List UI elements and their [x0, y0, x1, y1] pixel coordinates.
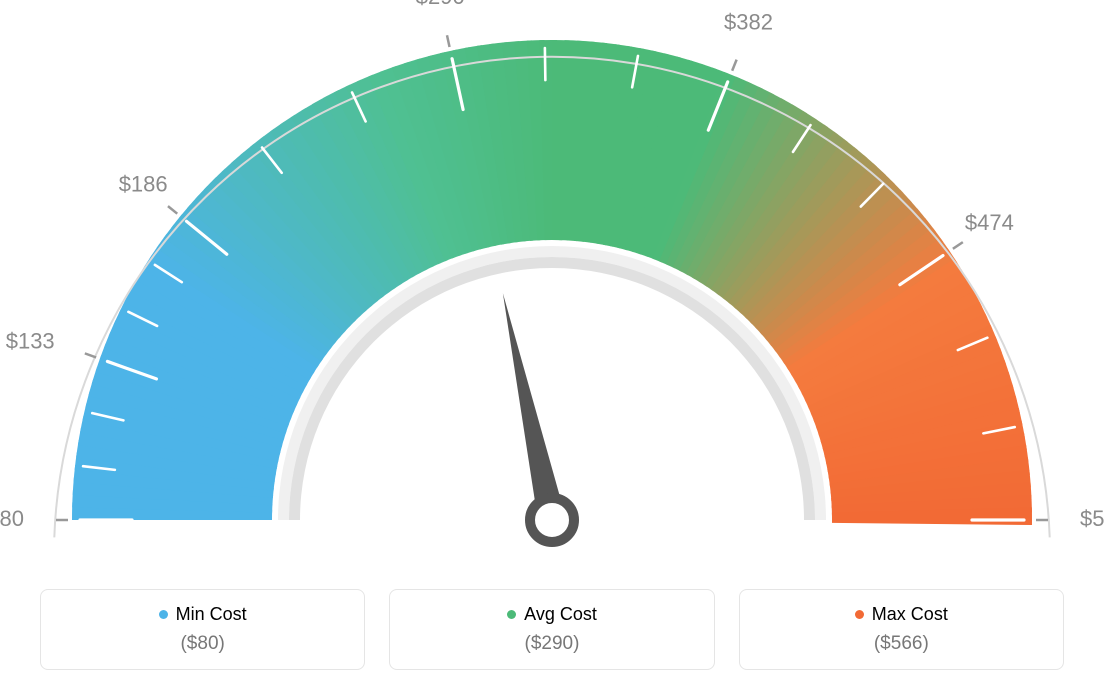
legend-label-avg: Avg Cost [524, 604, 597, 625]
legend-title-avg: Avg Cost [507, 604, 597, 625]
legend-title-max: Max Cost [855, 604, 948, 625]
legend-card-avg: Avg Cost ($290) [389, 589, 714, 670]
legend-label-min: Min Cost [176, 604, 247, 625]
legend-value-max: ($566) [740, 633, 1063, 655]
svg-text:$80: $80 [0, 506, 24, 531]
cost-gauge-chart: $80 $133 $186 $290 $382 $474 $566 Min Cost ($8… [0, 0, 1104, 690]
svg-text:$382: $382 [724, 10, 773, 35]
legend-card-min: Min Cost ($80) [40, 589, 365, 670]
svg-text:$186: $186 [119, 172, 168, 197]
svg-text:$290: $290 [416, 0, 465, 9]
dot-max-icon [855, 610, 864, 619]
legend-row: Min Cost ($80) Avg Cost ($290) Max Cost … [0, 589, 1104, 670]
legend-label-max: Max Cost [872, 604, 948, 625]
dot-min-icon [159, 610, 168, 619]
gauge-area: $80 $133 $186 $290 $382 $474 $566 [0, 0, 1104, 560]
legend-title-min: Min Cost [159, 604, 247, 625]
gauge-svg: $80 $133 $186 $290 $382 $474 $566 [0, 0, 1104, 560]
dot-avg-icon [507, 610, 516, 619]
legend-value-min: ($80) [41, 633, 364, 655]
svg-text:$566: $566 [1080, 506, 1104, 531]
svg-text:$474: $474 [965, 210, 1014, 235]
svg-text:$133: $133 [6, 328, 55, 353]
legend-card-max: Max Cost ($566) [739, 589, 1064, 670]
legend-value-avg: ($290) [390, 633, 713, 655]
